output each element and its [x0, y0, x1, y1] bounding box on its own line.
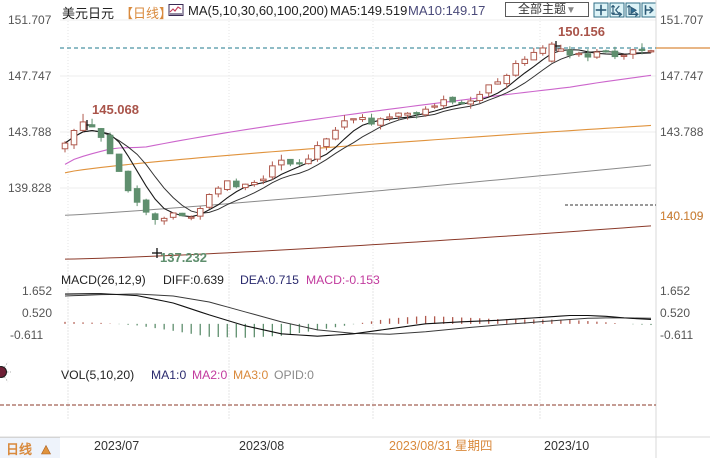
- svg-text:2023/08/31 星期四: 2023/08/31 星期四: [389, 439, 493, 453]
- svg-text:2023/10: 2023/10: [544, 439, 589, 453]
- svg-text:2023/07: 2023/07: [94, 439, 139, 453]
- svg-text:2023/08: 2023/08: [239, 439, 284, 453]
